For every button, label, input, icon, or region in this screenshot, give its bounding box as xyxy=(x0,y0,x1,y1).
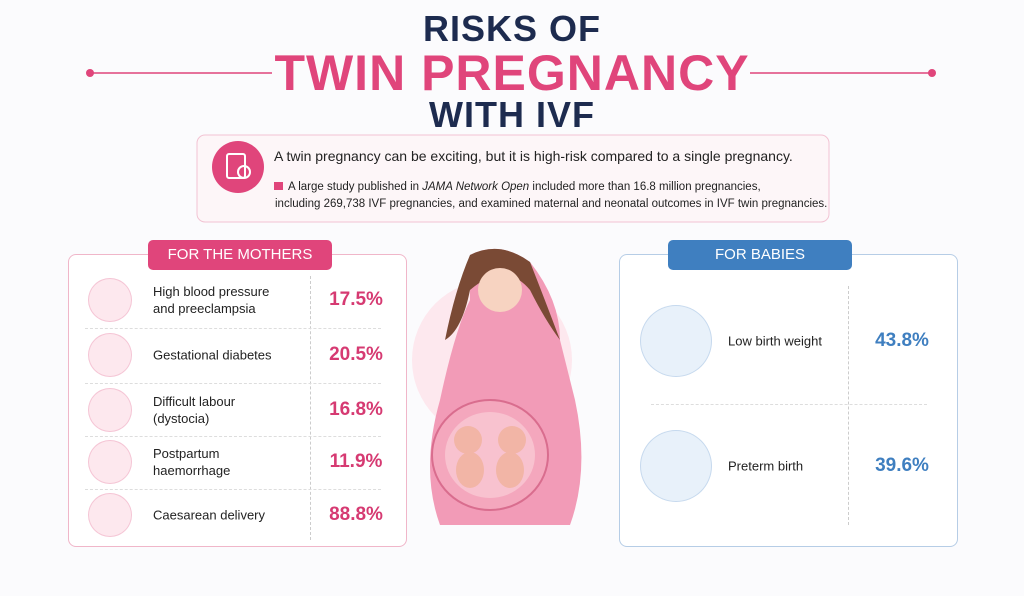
row-label: Caesarean delivery xyxy=(153,507,265,524)
row-label: Preterm birth xyxy=(728,458,803,475)
row-value: 20.5% xyxy=(329,344,383,365)
row-label: Low birth weight xyxy=(728,333,822,350)
label-line: Low birth weight xyxy=(728,333,822,349)
row-value: 16.8% xyxy=(329,399,383,420)
section-title: FOR BABIES xyxy=(668,240,852,270)
row-separator xyxy=(85,488,381,490)
label-line: Postpartum xyxy=(153,446,220,461)
label-line: Preterm birth xyxy=(728,458,804,474)
label-line: (dystocia) xyxy=(153,411,210,426)
label-line: Caesarean delivery xyxy=(153,507,266,523)
row-label: Difficult labour (dystocia) xyxy=(153,393,235,427)
intro-study: A large study published in JAMA Network … xyxy=(288,181,761,193)
row-label: Gestational diabetes xyxy=(153,347,272,364)
label-line: High blood pressure xyxy=(153,284,270,299)
intro-study: including 269,738 IVF pregnancies, and e… xyxy=(275,198,828,210)
text: A large study published in xyxy=(288,181,423,193)
row-value: 11.9% xyxy=(329,451,383,472)
row-label: High blood pressure and preeclampsia xyxy=(153,283,269,317)
divider xyxy=(310,276,311,540)
row-separator xyxy=(85,327,381,329)
title-line: RISKS OF xyxy=(422,8,601,49)
icon xyxy=(88,440,132,484)
label-line: haemorrhage xyxy=(153,463,231,478)
section-title: FOR THE MOTHERS xyxy=(148,240,332,270)
icon xyxy=(640,305,712,377)
label-line: Difficult labour xyxy=(153,394,236,409)
text: included more than 16.8 million pregnanc… xyxy=(529,181,761,193)
row-separator xyxy=(85,382,381,384)
row-value: 17.5% xyxy=(329,289,383,310)
row-value: 39.6% xyxy=(875,455,929,476)
intro-lead: A twin pregnancy can be exciting, but it… xyxy=(274,148,793,164)
icon xyxy=(88,493,132,537)
icon xyxy=(640,430,712,502)
babies-panel xyxy=(619,254,958,547)
label-line: and preeclampsia xyxy=(153,301,256,316)
icon xyxy=(88,333,132,377)
row-separator xyxy=(651,403,927,405)
row-separator xyxy=(85,436,381,437)
icon xyxy=(88,388,132,432)
title-line: WITH IVF xyxy=(429,94,595,135)
title-line: TWIN PREGNANCY xyxy=(274,45,750,101)
row-label: Postpartum haemorrhage xyxy=(153,445,230,479)
label-line: Gestational diabetes xyxy=(153,347,272,363)
icon xyxy=(88,278,132,322)
divider xyxy=(848,286,849,525)
row-value: 88.8% xyxy=(329,504,383,525)
row-value: 43.8% xyxy=(875,330,929,351)
journal: JAMA Network Open xyxy=(422,181,530,193)
